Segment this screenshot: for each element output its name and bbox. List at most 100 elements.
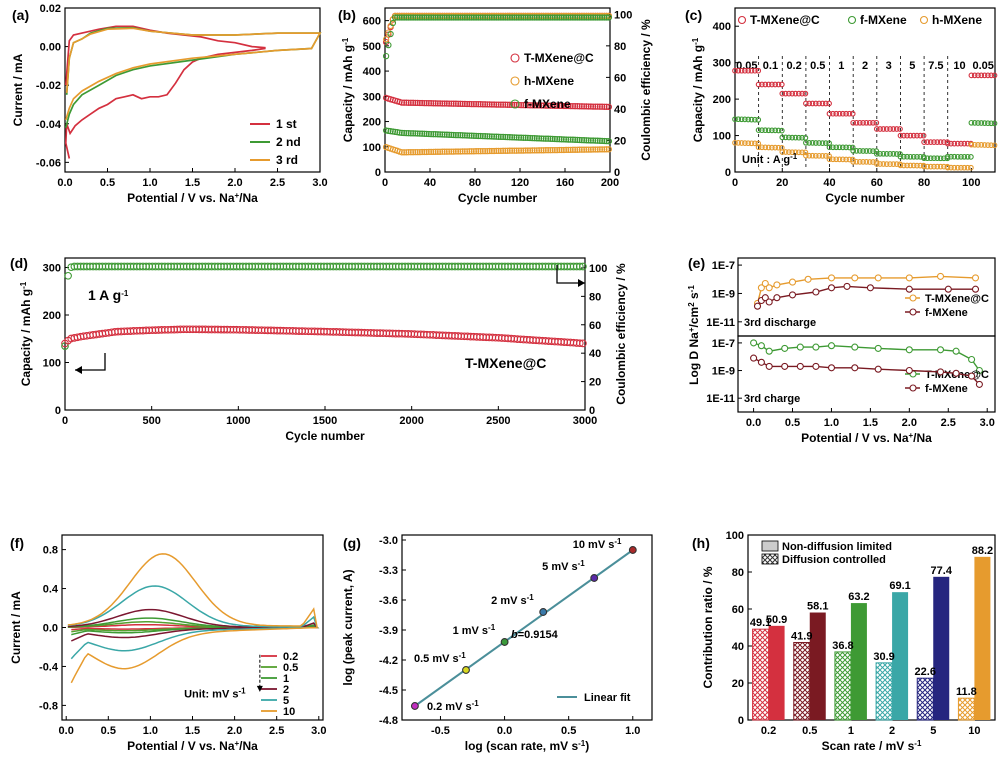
y-axis-label: Capacity / mAh g-1 [691,37,706,142]
capacity-point [387,128,394,135]
capacity-point [499,133,507,141]
rate-point [951,140,958,147]
capacity-point [535,147,543,154]
x-tick-label: 2000 [399,415,423,427]
legend-label: Linear fit [584,692,631,704]
rate-point [975,72,981,79]
capacity-point [486,101,493,108]
bar-value-label: 41.9 [791,630,812,642]
rate-point [833,144,840,151]
efficiency-point [531,14,538,21]
rate-point [866,119,873,126]
rate-point [819,153,826,159]
rate-point [948,153,954,160]
efficiency-point [400,14,408,21]
x-tick-label: 1 [848,725,854,737]
bar-value-label: 36.8 [832,640,853,652]
point-label: 0.2 mV s-1 [427,699,479,714]
rate-point [816,140,822,146]
capacity-point [445,148,453,155]
data-point [968,372,976,380]
data-point [975,380,983,388]
rate-point [795,134,802,141]
rate-point [900,132,907,139]
efficiency-point [522,14,529,21]
efficiency-point [403,14,410,21]
rate-point [904,153,910,160]
capacity-point [481,101,489,108]
rate-point [836,144,843,151]
x-tick-label: 80 [918,177,930,189]
bar-value-label: 58.1 [807,601,828,613]
panel-label: (g) [343,535,361,551]
efficiency-point [64,271,72,280]
y-tick-label: 0 [375,167,381,179]
rate-point [839,144,846,151]
capacity-point [421,99,428,107]
bar-value-label: 69.1 [889,580,910,592]
y-tick-label: 0.4 [43,584,59,596]
cv-curve [67,608,319,642]
efficiency-point [594,14,601,21]
efficiency-point [445,14,453,21]
efficiency-point [430,14,437,21]
rate-point [806,140,813,146]
y-tick-label: -3.0 [379,535,398,547]
data-point [827,342,836,350]
rate-point [836,156,843,163]
efficiency-point [583,14,590,21]
capacity-point [542,135,550,142]
panel-g: -0.5 0.0 0.5 1.0 -4.8 -4.5 -4.2 -3.9 -3.6 -3.3 -3.… [341,534,653,753]
rate-point [765,144,772,151]
capacity-point [409,130,417,137]
capacity-point [400,99,408,106]
capacity-point [488,133,496,140]
x-tick-label: 1.0 [824,417,839,429]
legend-label: f-MXene [925,307,968,319]
capacity-point [544,135,552,142]
rate-annotation: 1 A g-1 [88,287,129,303]
rate-point [968,141,975,148]
efficiency-point [421,14,428,21]
bar-non-diffusion [974,556,991,720]
rate-point [752,67,758,74]
efficiency-point [508,14,516,21]
rate-point [849,110,856,117]
rate-point [748,67,755,74]
rate-point [779,134,786,141]
rate-point [961,153,968,160]
rate-point [748,116,755,123]
rate-point [924,139,931,145]
efficiency-point [466,14,473,21]
y-tick-label: -0.8 [39,700,58,712]
capacity-point [520,134,527,141]
rate-point [792,134,799,141]
efficiency-point [502,14,509,21]
capacity-point [571,146,579,153]
rate-point [873,161,880,167]
capacity-point [603,137,610,145]
capacity-point [542,147,550,154]
capacity-point [574,103,581,110]
rate-point [822,140,829,146]
rate-point [769,144,775,151]
axis-arrow-right [556,265,585,284]
capacity-point [567,146,574,154]
legend-label: h-MXene [524,74,574,88]
capacity-point [575,339,584,348]
capacity-point [531,102,538,109]
rate-point [833,110,840,117]
capacity-point [490,133,498,140]
x-tick-label: 2.0 [227,177,242,189]
rate-point [799,134,805,141]
y-tick-label: 0.00 [40,42,61,54]
capacity-point [522,102,529,109]
y-axis-label: Current / mA [11,53,25,126]
rate-point [802,149,809,156]
rate-point [877,150,883,157]
capacity-point [409,99,417,106]
capacity-point [538,135,545,142]
rate-point [900,162,907,169]
capacity-point [547,135,554,142]
capacity-point [472,132,480,140]
